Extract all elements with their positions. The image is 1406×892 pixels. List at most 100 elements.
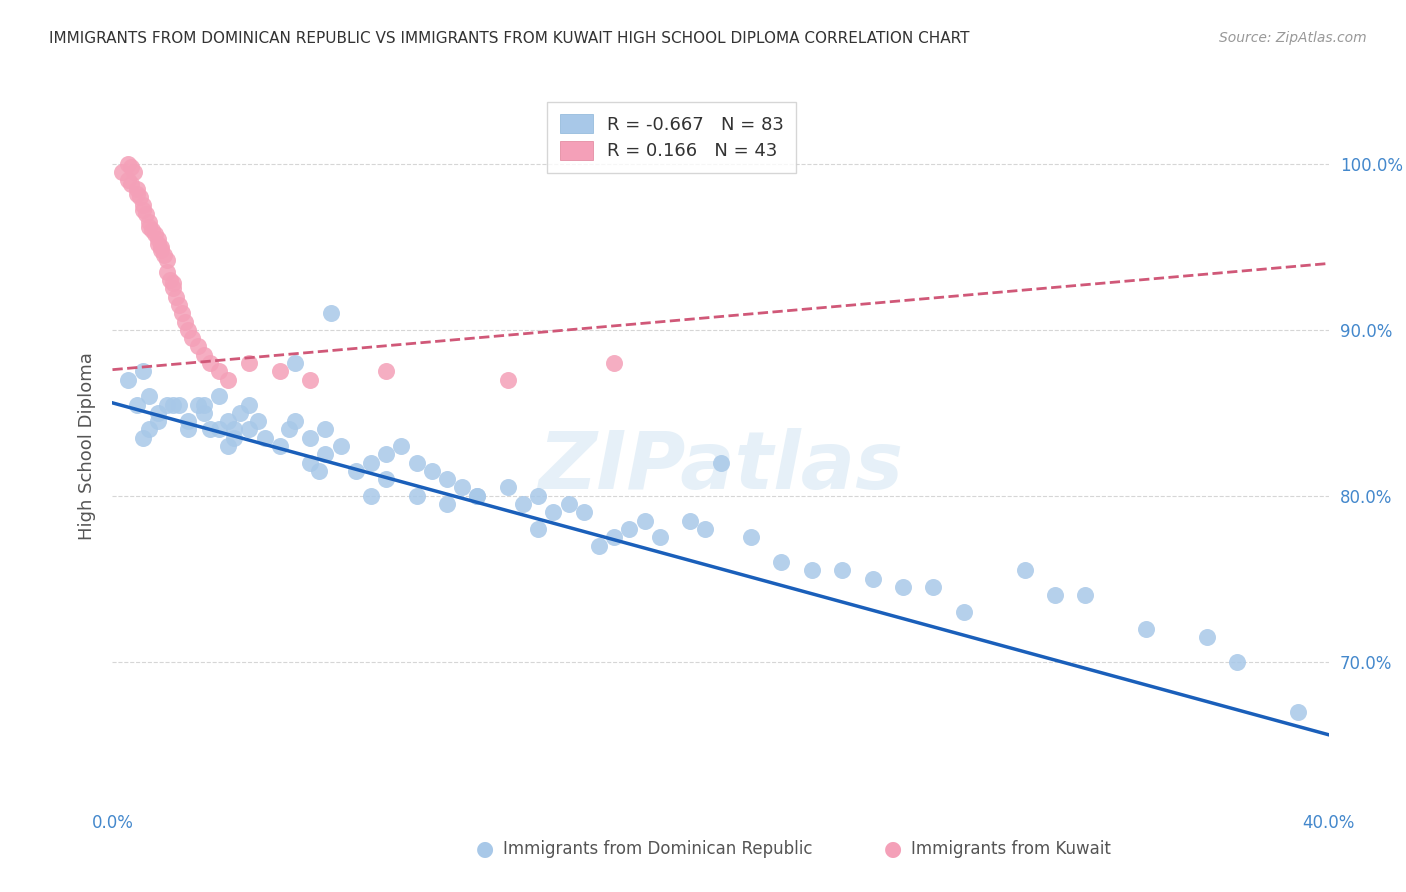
Point xyxy=(1135,622,1157,636)
Point xyxy=(125,397,148,411)
Point xyxy=(208,389,231,403)
Point xyxy=(329,439,352,453)
Point xyxy=(277,422,299,436)
Legend: R = -0.667   N = 83, R = 0.166   N = 43: R = -0.667 N = 83, R = 0.166 N = 43 xyxy=(547,102,796,173)
Point xyxy=(128,190,150,204)
Point xyxy=(299,431,322,445)
Point xyxy=(156,253,179,268)
Point xyxy=(1014,564,1036,578)
Y-axis label: High School Diploma: High School Diploma xyxy=(77,352,96,540)
Text: ZIPatlas: ZIPatlas xyxy=(538,428,903,507)
Point xyxy=(193,406,215,420)
Point xyxy=(187,339,209,353)
Text: ●: ● xyxy=(477,839,494,859)
Text: Immigrants from Kuwait: Immigrants from Kuwait xyxy=(911,840,1111,858)
Point xyxy=(138,219,160,234)
Point xyxy=(770,555,793,569)
Point xyxy=(156,397,179,411)
Point xyxy=(122,165,145,179)
Point xyxy=(436,497,458,511)
Point xyxy=(800,564,823,578)
Text: IMMIGRANTS FROM DOMINICAN REPUBLIC VS IMMIGRANTS FROM KUWAIT HIGH SCHOOL DIPLOMA: IMMIGRANTS FROM DOMINICAN REPUBLIC VS IM… xyxy=(49,31,970,46)
Point xyxy=(527,489,550,503)
Point xyxy=(308,464,330,478)
Point xyxy=(922,580,945,594)
Point xyxy=(117,157,139,171)
Point xyxy=(405,489,427,503)
Point xyxy=(512,497,534,511)
Text: Source: ZipAtlas.com: Source: ZipAtlas.com xyxy=(1219,31,1367,45)
Point xyxy=(162,397,184,411)
Point xyxy=(217,414,239,428)
Point xyxy=(132,198,155,212)
Point xyxy=(360,489,382,503)
Point xyxy=(299,373,322,387)
Point xyxy=(125,182,148,196)
Point xyxy=(110,165,132,179)
Point xyxy=(159,273,181,287)
Point xyxy=(284,356,307,370)
Text: ●: ● xyxy=(884,839,901,859)
Point xyxy=(135,207,157,221)
Point xyxy=(375,447,398,461)
Point xyxy=(253,431,276,445)
Point xyxy=(172,306,194,320)
Point xyxy=(953,605,976,619)
Point xyxy=(162,281,184,295)
Point xyxy=(496,373,519,387)
Point xyxy=(420,464,443,478)
Point xyxy=(588,539,610,553)
Point xyxy=(247,414,270,428)
Point xyxy=(169,298,191,312)
Point xyxy=(1226,655,1249,669)
Point xyxy=(138,389,160,403)
Point xyxy=(375,472,398,486)
Point xyxy=(229,406,252,420)
Point xyxy=(125,186,148,201)
Point xyxy=(496,481,519,495)
Point xyxy=(238,397,260,411)
Point xyxy=(389,439,412,453)
Point xyxy=(208,422,231,436)
Point xyxy=(527,522,550,536)
Point xyxy=(208,364,231,378)
Point xyxy=(120,177,142,191)
Point xyxy=(1043,588,1066,602)
Point xyxy=(187,397,209,411)
Point xyxy=(543,505,565,519)
Point xyxy=(360,456,382,470)
Point xyxy=(269,439,291,453)
Point xyxy=(862,572,884,586)
Point xyxy=(198,356,221,370)
Point xyxy=(217,439,239,453)
Point xyxy=(831,564,853,578)
Point xyxy=(344,464,367,478)
Point xyxy=(695,522,717,536)
Point xyxy=(465,489,489,503)
Point xyxy=(679,514,702,528)
Point xyxy=(603,356,626,370)
Point xyxy=(146,231,169,245)
Point xyxy=(405,456,427,470)
Point xyxy=(117,373,139,387)
Point xyxy=(177,414,200,428)
Point xyxy=(238,422,260,436)
Point xyxy=(222,431,246,445)
Point xyxy=(619,522,641,536)
Point xyxy=(165,290,187,304)
Point xyxy=(146,414,169,428)
Point xyxy=(150,243,173,257)
Point xyxy=(141,223,163,237)
Point xyxy=(321,306,343,320)
Point xyxy=(120,160,142,174)
Point xyxy=(1074,588,1097,602)
Point xyxy=(198,422,221,436)
Point xyxy=(174,314,197,328)
Text: Immigrants from Dominican Republic: Immigrants from Dominican Republic xyxy=(503,840,813,858)
Point xyxy=(146,406,169,420)
Point xyxy=(238,356,260,370)
Point xyxy=(314,422,336,436)
Point xyxy=(162,277,184,291)
Point xyxy=(217,373,239,387)
Point xyxy=(709,456,731,470)
